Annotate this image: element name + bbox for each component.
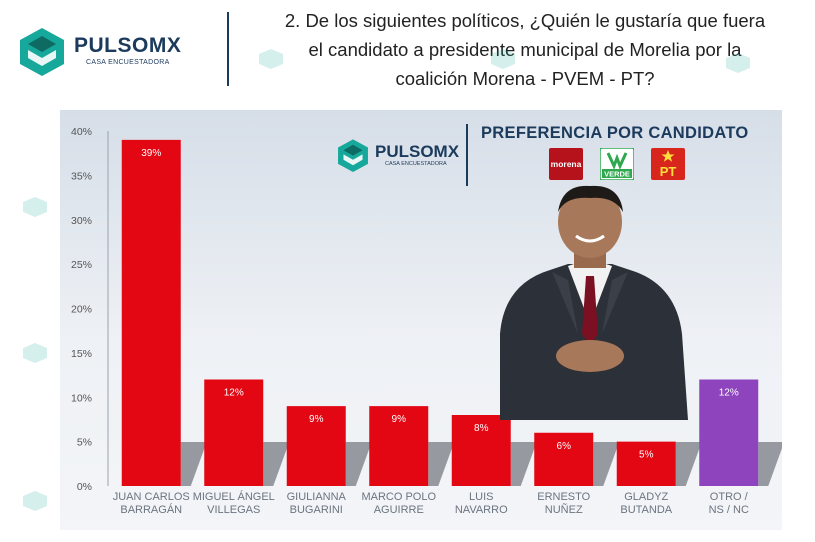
y-tick-label: 5% xyxy=(77,437,92,449)
y-tick-label: 35% xyxy=(71,170,92,182)
bar-shadow xyxy=(180,442,207,486)
y-tick-label: 40% xyxy=(71,126,92,138)
category-label: BUTANDA xyxy=(620,504,672,516)
bar xyxy=(204,379,264,486)
bar-shadow xyxy=(758,442,782,486)
bar xyxy=(699,379,759,486)
category-label: OTRO / xyxy=(710,491,749,503)
verde-logo-text: VERDE xyxy=(604,170,630,179)
panel-brand-subtitle: CASA ENCUESTADORA xyxy=(385,161,447,167)
bar-shadow xyxy=(345,442,372,486)
y-tick-label: 25% xyxy=(71,259,92,271)
watermark-logo-icon xyxy=(23,197,47,217)
pulsomx-logo: PULSOMX CASA ENCUESTADORA xyxy=(16,26,216,76)
category-label: JUAN CARLOS xyxy=(113,491,190,503)
bar-value-label: 39% xyxy=(141,148,161,159)
bar-shadow xyxy=(510,442,537,486)
y-tick-label: 30% xyxy=(71,215,92,227)
morena-logo-text: morena xyxy=(551,159,582,169)
brand-name: PULSOMX xyxy=(74,34,182,57)
pt-logo-text: PT xyxy=(660,164,677,179)
y-tick-label: 0% xyxy=(77,481,92,493)
bar xyxy=(369,406,429,486)
category-label: MARCO POLO xyxy=(361,491,436,503)
verde-logo-icon: VERDE xyxy=(600,148,634,180)
category-label: BUGARINI xyxy=(290,504,343,516)
bar-value-label: 12% xyxy=(224,388,244,399)
bar-value-label: 5% xyxy=(639,450,654,461)
candidate-photo xyxy=(500,185,688,420)
panel-brand-name: PULSOMX xyxy=(375,142,460,161)
category-label: GIULIANNA xyxy=(287,491,347,503)
bar-value-label: 12% xyxy=(719,388,739,399)
question-line: el candidato a presidente municipal de M… xyxy=(308,39,742,60)
bar xyxy=(121,139,181,486)
bar xyxy=(451,415,511,486)
y-tick-label: 20% xyxy=(71,304,92,316)
category-label: BARRAGÁN xyxy=(120,503,182,516)
category-label: GLADYZ xyxy=(624,491,668,503)
watermark-logo-icon xyxy=(726,53,750,73)
brand-subtitle: CASA ENCUESTADORA xyxy=(86,59,170,66)
watermark-logo-icon xyxy=(23,343,47,363)
bar-chart: 0%5%10%15%20%25%30%35%40%39%JUAN CARLOSB… xyxy=(71,126,782,516)
bar-shadow xyxy=(263,442,290,486)
morena-logo-icon: morena xyxy=(549,148,583,180)
pt-logo-icon: PT xyxy=(651,148,685,180)
panel-title: PREFERENCIA POR CANDIDATO xyxy=(481,124,749,142)
watermark-logo-icon xyxy=(23,491,47,511)
y-tick-label: 15% xyxy=(71,348,92,360)
bar-value-label: 8% xyxy=(474,423,489,434)
pulsomx-hexagon-icon xyxy=(20,28,64,76)
category-label: VILLEGAS xyxy=(207,504,260,516)
category-label: MIGUEL ÁNGEL xyxy=(193,490,275,503)
bar-shadow xyxy=(428,442,455,486)
bar-value-label: 6% xyxy=(557,441,572,452)
bar xyxy=(616,441,676,486)
question-line: 2. De los siguientes políticos, ¿Quién l… xyxy=(284,10,766,31)
bar-shadow xyxy=(675,442,702,486)
category-label: LUIS xyxy=(469,491,493,503)
y-tick-label: 10% xyxy=(71,392,92,404)
pulsomx-hexagon-icon xyxy=(338,139,368,172)
bar xyxy=(534,432,594,486)
bar xyxy=(286,406,346,486)
category-label: NAVARRO xyxy=(455,504,508,516)
watermark-logo-icon xyxy=(259,49,283,69)
category-label: NUÑEZ xyxy=(545,503,583,516)
panel-divider xyxy=(466,124,468,186)
category-label: NS / NC xyxy=(709,504,749,516)
question-line: coalición Morena - PVEM - PT? xyxy=(395,68,655,89)
bar-value-label: 9% xyxy=(392,414,407,425)
panel-logo: PULSOMX CASA ENCUESTADORA xyxy=(335,138,465,178)
header-divider xyxy=(227,12,229,86)
bar-shadow xyxy=(593,442,620,486)
category-label: ERNESTO xyxy=(537,491,590,503)
category-label: AGUIRRE xyxy=(374,504,424,516)
bar-value-label: 9% xyxy=(309,414,324,425)
question-text: 2. De los siguientes políticos, ¿Quién l… xyxy=(240,6,810,93)
watermark-logo-icon xyxy=(491,49,515,69)
